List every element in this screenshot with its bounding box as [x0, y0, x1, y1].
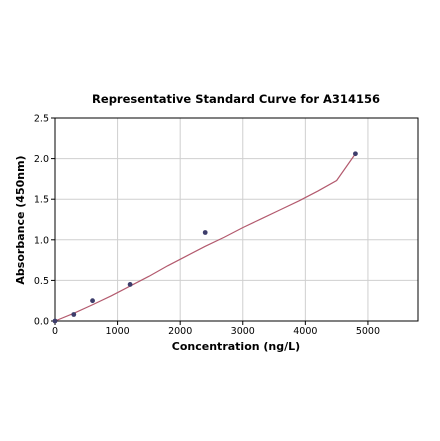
- x-tick-label: 0: [52, 326, 58, 337]
- standard-point: [52, 318, 58, 324]
- x-tick-label: 2000: [168, 326, 192, 337]
- standard-point: [71, 312, 77, 317]
- y-tick-label: 2.0: [34, 154, 49, 165]
- y-tick-label: 1.5: [34, 195, 49, 206]
- standard-point: [90, 298, 95, 304]
- x-tick-label: 4000: [293, 326, 317, 337]
- x-axis-label: Concentration (ng/L): [172, 340, 300, 353]
- y-tick-label: 0.0: [34, 317, 49, 328]
- standard-point: [127, 282, 133, 287]
- x-tick-label: 5000: [356, 326, 380, 337]
- y-tick-label: 1.0: [34, 235, 49, 246]
- x-tick-label: 3000: [231, 326, 255, 337]
- standard-point: [353, 151, 358, 157]
- tick-labels: 0 1000 2000 3000 4000 5000 0.0 0.5 1.0 1.5 2.0 2.5: [34, 114, 380, 338]
- y-tick-label: 2.5: [34, 114, 49, 125]
- chart-title: Representative Standard Curve for A31415…: [92, 92, 380, 106]
- data-points: [52, 151, 358, 324]
- standard-point: [202, 230, 208, 235]
- fitted-curve: [54, 153, 356, 322]
- axis-ticks: [51, 117, 369, 325]
- standard-curve-line: [54, 153, 356, 322]
- plot-frame: [54, 117, 419, 322]
- y-axis-label: Absorbance (450nm): [14, 155, 27, 284]
- y-tick-label: 0.5: [34, 276, 49, 287]
- grid-lines: [54, 117, 418, 322]
- x-tick-label: 1000: [105, 326, 129, 337]
